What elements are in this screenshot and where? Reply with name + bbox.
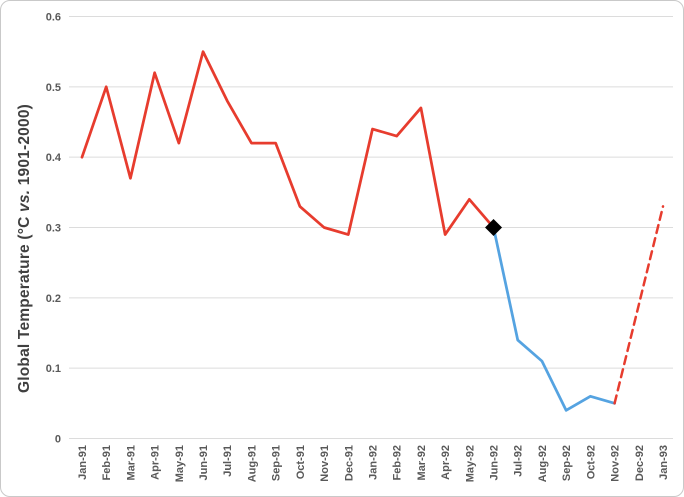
y-tick-label: 0.2 <box>46 293 61 305</box>
x-tick-label: May-92 <box>464 445 476 482</box>
y-tick-label: 0.4 <box>46 152 62 164</box>
y-axis-title: Global Temperature (°C vs. 1901-2000) <box>16 104 33 393</box>
y-tick-label: 0.6 <box>46 12 61 24</box>
x-tick-label: Aug-91 <box>246 445 258 482</box>
y-tick-label: 0 <box>55 434 61 446</box>
x-tick-label: Feb-92 <box>392 445 404 480</box>
x-tick-label: Nov-91 <box>319 445 331 482</box>
y-axis-title-suffix: 1901-2000) <box>16 104 33 190</box>
y-tick-label: 0.3 <box>46 223 61 235</box>
observed-warm-period-line <box>80 50 495 236</box>
x-tick-label: Aug-92 <box>537 445 549 482</box>
y-tick-labels: 0 0.1 0.2 0.3 0.4 0.5 0.6 <box>46 12 62 446</box>
x-tick-label: Apr-91 <box>150 445 162 480</box>
gridlines-layer <box>69 16 673 439</box>
x-tick-label: Oct-91 <box>295 445 307 479</box>
x-tick-label: Jan-93 <box>658 445 670 480</box>
projected-rebound-line <box>613 205 665 405</box>
x-tick-label: Jun-92 <box>489 445 501 480</box>
marker-layer <box>485 219 503 237</box>
x-tick-label: Jul-91 <box>222 445 234 477</box>
x-tick-label: Mar-91 <box>125 445 137 480</box>
x-tick-label: Oct-92 <box>585 445 597 479</box>
x-tick-label: Feb-91 <box>101 445 113 480</box>
y-tick-label: 0.1 <box>46 363 61 375</box>
y-axis-title-prefix: Global Temperature (°C <box>16 212 33 393</box>
x-tick-labels: Jan-91 Feb-91 Mar-91 Apr-91 May-91 Jun-91 Jul-… <box>77 445 670 482</box>
x-tick-label: Jan-92 <box>367 445 379 480</box>
x-tick-label: Dec-92 <box>634 445 646 481</box>
series-layer <box>80 50 665 412</box>
x-tick-label: Jun-91 <box>198 445 210 480</box>
x-tick-label: Jan-91 <box>77 445 89 480</box>
x-tick-label: Dec-91 <box>343 445 355 481</box>
x-tick-label: Sep-91 <box>271 445 283 481</box>
y-tick-label: 0.5 <box>46 82 61 94</box>
recent-cooling-period-line <box>492 226 616 412</box>
x-tick-label: Mar-92 <box>416 445 428 480</box>
x-tick-label: Sep-92 <box>561 445 573 481</box>
y-axis-title-vs: vs. <box>16 190 33 212</box>
diamond-marker <box>485 219 503 237</box>
x-tick-label: May-91 <box>174 445 186 482</box>
x-tick-label: Apr-92 <box>440 445 452 480</box>
x-tick-label: Nov-92 <box>610 445 622 482</box>
x-tick-label: Jul-92 <box>513 445 525 477</box>
